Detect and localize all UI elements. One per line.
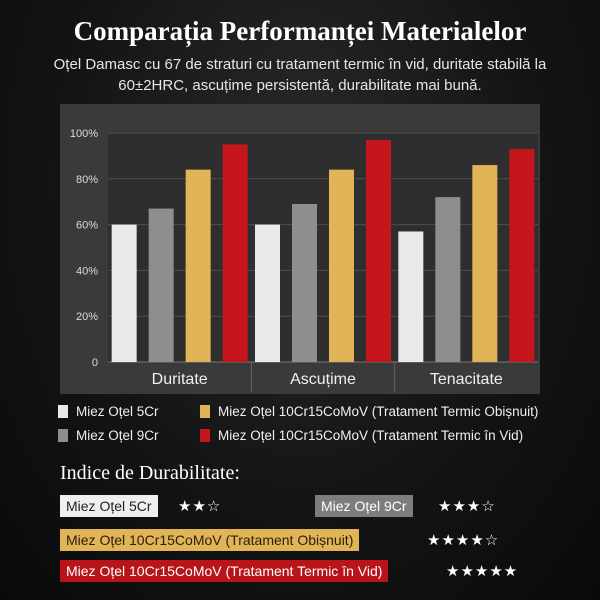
legend-label-10cr-obisnuit: Miez Oțel 10Cr15CoMoV (Tratament Termic … — [218, 404, 539, 419]
legend-swatch-10cr-vid — [200, 429, 210, 442]
bar-10cr-obisnuit-0 — [185, 169, 211, 362]
legend-swatch-5cr — [58, 405, 68, 418]
durability-title: Indice de Durabilitate: — [60, 462, 240, 484]
bar-10cr-obisnuit-1 — [329, 169, 354, 362]
legend-swatch-10cr-obisnuit — [200, 405, 210, 418]
bar-10cr-vid-1 — [366, 139, 391, 362]
chart-legend: Miez Oțel 5Cr Miez Oțel 10Cr15CoMoV (Tra… — [58, 402, 578, 452]
legend-label-10cr-vid: Miez Oțel 10Cr15CoMoV (Tratament Termic … — [218, 428, 524, 443]
bar-10cr-obisnuit-2 — [472, 165, 498, 362]
y-tick-label: 80% — [76, 174, 98, 186]
legend-label-9cr: Miez Oțel 9Cr — [76, 428, 159, 443]
bar-9cr-0 — [148, 208, 174, 362]
y-tick-label: 60% — [76, 220, 98, 232]
bar-chart-svg: 0 20% 40% 60% 80% 100% Duritate Ascuțime Tenacit… — [60, 104, 540, 394]
bar-5cr-1 — [255, 224, 280, 362]
x-tick-label: Ascuțime — [290, 371, 356, 388]
durability-stars-9cr: ★★★☆ — [438, 497, 496, 515]
y-tick-label: 40% — [76, 265, 98, 277]
legend-item-9cr: Miez Oțel 9Cr — [58, 428, 159, 443]
plot-area — [108, 133, 538, 362]
bar-5cr-0 — [111, 224, 137, 362]
legend-label-5cr: Miez Oțel 5Cr — [76, 404, 159, 419]
durability-tag-5cr: Miez Oțel 5Cr — [60, 495, 158, 517]
bar-10cr-vid-2 — [509, 149, 535, 362]
x-tick-label: Duritate — [152, 371, 208, 388]
bar-9cr-2 — [435, 197, 461, 362]
y-tick-label: 20% — [76, 311, 98, 323]
durability-stars-10cr-obisnuit: ★★★★☆ — [427, 531, 500, 549]
durability-tag-10cr-obisnuit: Miez Oțel 10Cr15CoMoV (Tratament Obișnui… — [60, 529, 360, 551]
y-tick-label: 0 — [92, 357, 98, 369]
legend-item-10cr-obisnuit: Miez Oțel 10Cr15CoMoV (Tratament Termic … — [200, 404, 538, 419]
bar-10cr-vid-0 — [222, 144, 248, 362]
x-tick-label: Tenacitate — [430, 371, 503, 388]
bar-9cr-1 — [292, 203, 317, 362]
bar-chart: 0 20% 40% 60% 80% 100% Duritate Ascuțime Tenacit… — [60, 104, 540, 394]
legend-swatch-9cr — [58, 429, 68, 442]
bar-5cr-2 — [398, 231, 424, 362]
legend-item-10cr-vid: Miez Oțel 10Cr15CoMoV (Tratament Termic … — [200, 428, 523, 443]
durability-stars-10cr-vid: ★★★★★ — [446, 562, 519, 580]
y-tick-label: 100% — [70, 128, 98, 140]
legend-item-5cr: Miez Oțel 5Cr — [58, 404, 159, 419]
durability-stars-5cr: ★★☆ — [178, 497, 222, 515]
durability-tag-9cr: Miez Oțel 9Cr — [315, 495, 413, 517]
page-title: Comparația Performanței Materialelor — [73, 16, 527, 46]
page-subtitle: Oțel Damasc cu 67 de straturi cu tratame… — [53, 56, 547, 94]
durability-tag-10cr-vid: Miez Oțel 10Cr15CoMoV (Tratament Termic … — [60, 560, 389, 582]
